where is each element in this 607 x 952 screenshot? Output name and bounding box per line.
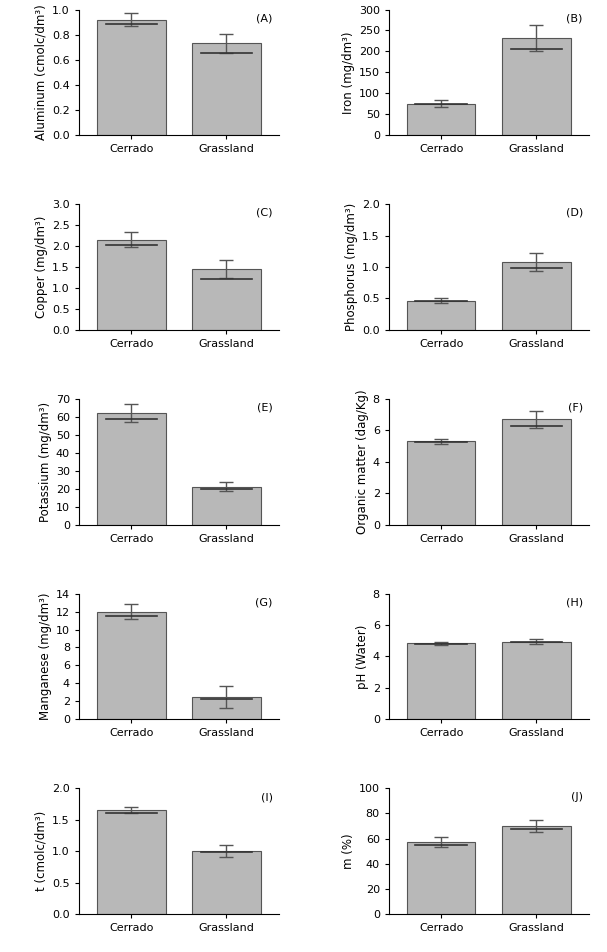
Bar [192,851,261,914]
Bar [502,826,571,914]
Bar [192,44,261,135]
Bar [192,486,261,525]
Bar [407,104,475,135]
Y-axis label: Aluminum (cmolc/dm³): Aluminum (cmolc/dm³) [35,5,48,140]
Text: (F): (F) [568,403,583,412]
Text: (A): (A) [257,13,273,23]
Bar [407,643,475,719]
Text: (E): (E) [257,403,273,412]
Bar [192,269,261,329]
Text: (J): (J) [571,792,583,803]
Y-axis label: Copper (mg/dm³): Copper (mg/dm³) [35,216,48,318]
Y-axis label: pH (Water): pH (Water) [356,625,368,688]
Text: (B): (B) [566,13,583,23]
Text: (H): (H) [566,598,583,607]
Y-axis label: m (%): m (%) [342,833,354,869]
Bar [97,240,166,329]
Bar [502,642,571,719]
Bar [407,301,475,329]
Y-axis label: Potassium (mg/dm³): Potassium (mg/dm³) [39,402,52,522]
Bar [97,810,166,914]
Y-axis label: Manganese (mg/dm³): Manganese (mg/dm³) [39,593,52,720]
Bar [502,262,571,329]
Y-axis label: t (cmolc/dm³): t (cmolc/dm³) [35,811,48,891]
Y-axis label: Iron (mg/dm³): Iron (mg/dm³) [342,31,354,113]
Bar [97,413,166,525]
Bar [97,611,166,719]
Text: (I): (I) [261,792,273,803]
Y-axis label: Phosphorus (mg/dm³): Phosphorus (mg/dm³) [345,203,358,331]
Text: (G): (G) [256,598,273,607]
Bar [502,38,571,135]
Text: (C): (C) [256,208,273,218]
Y-axis label: Organic matter (dag/Kg): Organic matter (dag/Kg) [356,389,368,534]
Bar [97,20,166,135]
Bar [407,442,475,525]
Bar [502,419,571,525]
Bar [407,843,475,914]
Bar [192,697,261,719]
Text: (D): (D) [566,208,583,218]
